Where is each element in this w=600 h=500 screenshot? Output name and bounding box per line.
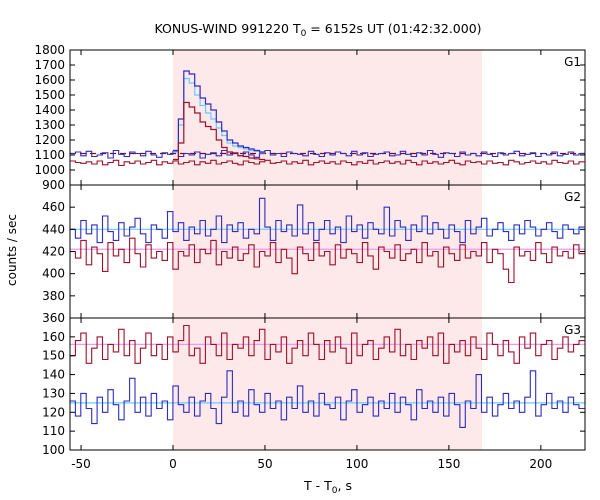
x-tick-label: 0 [169, 457, 177, 471]
burst-interval-highlight [173, 318, 482, 450]
x-tick-label: -50 [71, 457, 91, 471]
y-tick-label: 1000 [34, 163, 65, 177]
y-tick-label: 420 [42, 245, 65, 259]
panel-label: G2 [564, 190, 581, 204]
series-red-histogram [70, 159, 585, 167]
x-tick-label: 100 [345, 457, 368, 471]
y-tick-label: 130 [42, 386, 65, 400]
y-tick-label: 360 [42, 311, 65, 325]
x-tick-label: 50 [257, 457, 272, 471]
panel-label: G3 [564, 323, 581, 337]
y-tick-label: 440 [42, 222, 65, 236]
pulse-blue-histogram [173, 70, 266, 153]
y-tick-label: 1700 [34, 58, 65, 72]
pulse-cyan-histogram [173, 77, 266, 154]
y-tick-label: 1600 [34, 73, 65, 87]
pulse-red-histogram [173, 101, 266, 161]
y-tick-label: 1200 [34, 133, 65, 147]
series-blue-histogram [70, 197, 585, 244]
y-tick-label: 160 [42, 330, 65, 344]
y-tick-label: 100 [42, 443, 65, 457]
y-tick-label: 900 [42, 178, 65, 192]
panel-plot-area [70, 70, 585, 167]
x-tick-label: 150 [437, 457, 460, 471]
y-tick-label: 380 [42, 289, 65, 303]
x-tick-label: 200 [529, 457, 552, 471]
y-axis-label: counts / sec [5, 214, 19, 286]
x-axis-label: T - T0, s [303, 478, 352, 496]
panel-plot-area [70, 324, 585, 428]
y-tick-label: 110 [42, 424, 65, 438]
y-tick-label: 1500 [34, 88, 65, 102]
y-tick-label: 1400 [34, 103, 65, 117]
y-tick-label: 400 [42, 267, 65, 281]
series-blue-histogram [70, 370, 585, 428]
y-tick-label: 1800 [34, 43, 65, 57]
y-tick-label: 140 [42, 368, 65, 382]
panel-label: G1 [564, 55, 581, 69]
series-red-histogram [70, 324, 585, 364]
y-tick-label: 460 [42, 200, 65, 214]
burst-interval-highlight [173, 50, 482, 185]
chart-panels: 900100011001200130014001500160017001800G… [34, 43, 586, 471]
series-red-histogram [70, 237, 585, 284]
y-tick-label: 1100 [34, 148, 65, 162]
panel-plot-area [70, 197, 585, 284]
y-tick-label: 1300 [34, 118, 65, 132]
y-tick-label: 120 [42, 405, 65, 419]
series-blue-histogram [70, 149, 585, 159]
chart-title: KONUS-WIND 991220 T0 = 6152s UT (01:42:3… [154, 21, 481, 39]
panel-g2: 360 380 400 420 440 460 G2 [42, 184, 586, 325]
panel-g3: 100 110 120 130 140 150 160 G3 [42, 317, 586, 457]
panel-frame [69, 317, 586, 451]
y-tick-label: 150 [42, 349, 65, 363]
